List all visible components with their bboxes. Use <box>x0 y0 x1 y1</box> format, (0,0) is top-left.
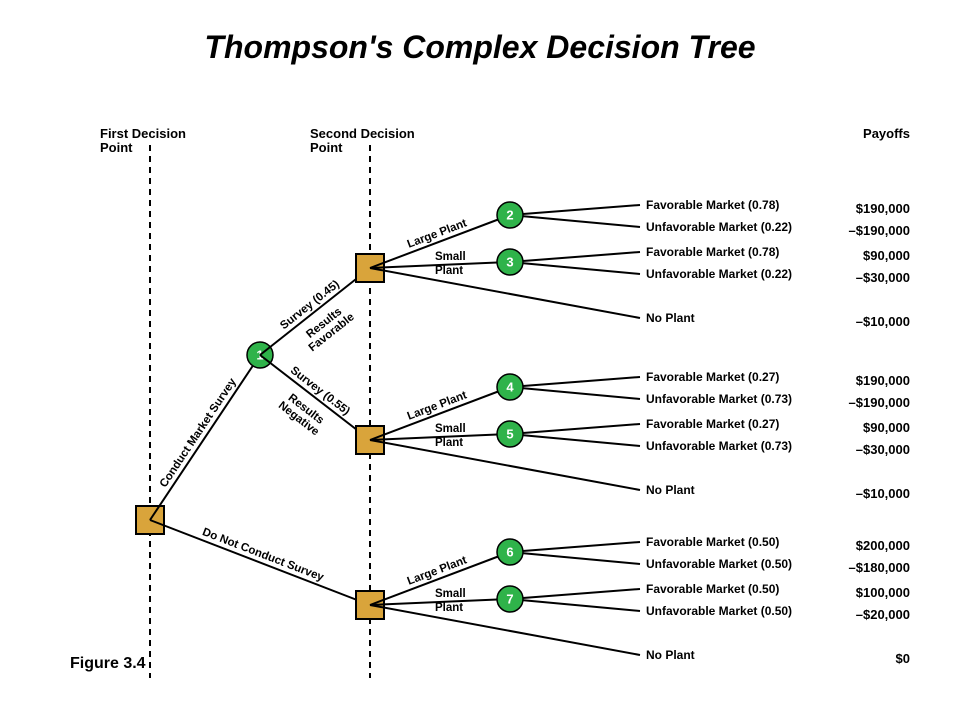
svg-text:No Plant: No Plant <box>646 648 695 662</box>
svg-text:$200,000: $200,000 <box>856 538 910 553</box>
svg-text:Unfavorable Market (0.50): Unfavorable Market (0.50) <box>646 557 792 571</box>
decision-tree: Thompson's Complex Decision Tree First De… <box>0 0 960 720</box>
svg-text:$90,000: $90,000 <box>863 248 910 263</box>
svg-text:No Plant: No Plant <box>646 483 695 497</box>
svg-text:–$180,000: –$180,000 <box>849 560 910 575</box>
svg-text:Unfavorable Market (0.22): Unfavorable Market (0.22) <box>646 267 792 281</box>
svg-text:Second DecisionPoint: Second DecisionPoint <box>310 126 415 155</box>
svg-text:No Plant: No Plant <box>646 311 695 325</box>
svg-text:–$10,000: –$10,000 <box>856 314 910 329</box>
svg-text:Favorable Market (0.27): Favorable Market (0.27) <box>646 370 779 384</box>
svg-text:6: 6 <box>506 545 513 560</box>
svg-text:2: 2 <box>506 208 513 223</box>
svg-text:Unfavorable Market (0.22): Unfavorable Market (0.22) <box>646 220 792 234</box>
svg-text:–$10,000: –$10,000 <box>856 486 910 501</box>
svg-text:–$20,000: –$20,000 <box>856 607 910 622</box>
svg-text:5: 5 <box>506 427 513 442</box>
svg-text:Unfavorable Market (0.73): Unfavorable Market (0.73) <box>646 439 792 453</box>
svg-text:Conduct Market Survey: Conduct Market Survey <box>158 376 240 490</box>
svg-text:$190,000: $190,000 <box>856 201 910 216</box>
svg-text:$190,000: $190,000 <box>856 373 910 388</box>
svg-text:Favorable Market (0.78): Favorable Market (0.78) <box>646 245 779 259</box>
svg-text:–$30,000: –$30,000 <box>856 442 910 457</box>
svg-text:Favorable Market (0.50): Favorable Market (0.50) <box>646 582 779 596</box>
svg-text:Favorable Market (0.27): Favorable Market (0.27) <box>646 417 779 431</box>
svg-text:–$190,000: –$190,000 <box>849 223 910 238</box>
svg-text:$100,000: $100,000 <box>856 585 910 600</box>
svg-text:Thompson's Complex Decision Tr: Thompson's Complex Decision Tree <box>204 29 755 65</box>
svg-text:Unfavorable Market (0.50): Unfavorable Market (0.50) <box>646 604 792 618</box>
svg-text:Favorable Market (0.50): Favorable Market (0.50) <box>646 535 779 549</box>
svg-text:$0: $0 <box>896 651 910 666</box>
svg-text:$90,000: $90,000 <box>863 420 910 435</box>
svg-text:–$30,000: –$30,000 <box>856 270 910 285</box>
svg-text:First DecisionPoint: First DecisionPoint <box>100 126 186 155</box>
svg-text:Do Not Conduct Survey: Do Not Conduct Survey <box>201 526 326 584</box>
svg-text:3: 3 <box>506 255 513 270</box>
svg-text:Payoffs: Payoffs <box>863 126 910 141</box>
svg-text:Unfavorable Market (0.73): Unfavorable Market (0.73) <box>646 392 792 406</box>
svg-text:Favorable Market (0.78): Favorable Market (0.78) <box>646 198 779 212</box>
svg-text:–$190,000: –$190,000 <box>849 395 910 410</box>
svg-text:Figure 3.4: Figure 3.4 <box>70 655 146 672</box>
svg-text:7: 7 <box>506 592 513 607</box>
svg-text:4: 4 <box>506 380 514 395</box>
